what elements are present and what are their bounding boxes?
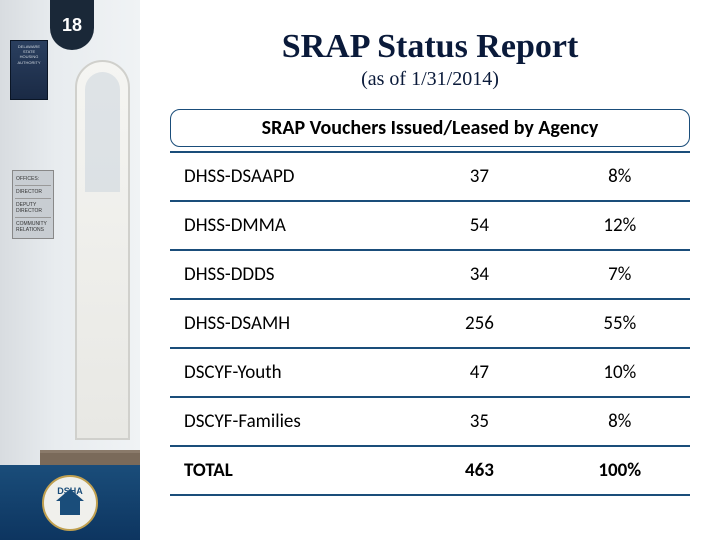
cell-percent: 7% — [550, 250, 690, 299]
decorative-sidebar: 18 DELAWARE STATE HOUSING AUTHORITY OFFI… — [0, 0, 140, 540]
table-row: DHSS-DSAAPD 37 8% — [170, 152, 690, 201]
cell-percent: 12% — [550, 201, 690, 250]
cell-count: 256 — [409, 299, 549, 348]
table-caption: SRAP Vouchers Issued/Leased by Agency — [170, 109, 690, 147]
table-row: DSCYF-Youth 47 10% — [170, 348, 690, 397]
door-graphic — [75, 60, 130, 440]
cell-percent: 10% — [550, 348, 690, 397]
plaque-line: HOUSING AUTHORITY — [14, 54, 44, 64]
table-row: DHSS-DDDS 34 7% — [170, 250, 690, 299]
page-subtitle: (as of 1/31/2014) — [170, 68, 690, 91]
cell-agency-total: TOTAL — [170, 446, 409, 495]
cell-agency: DSCYF-Youth — [170, 348, 409, 397]
table-row: DSCYF-Families 35 8% — [170, 397, 690, 446]
cell-count: 54 — [409, 201, 549, 250]
page-title: SRAP Status Report — [170, 28, 690, 66]
vouchers-table: DHSS-DSAAPD 37 8% DHSS-DMMA 54 12% DHSS-… — [170, 151, 690, 496]
logo-footer: DSHA — [0, 465, 140, 540]
cell-count-total: 463 — [409, 446, 549, 495]
cell-percent-total: 100% — [550, 446, 690, 495]
table-total-row: TOTAL 463 100% — [170, 446, 690, 495]
office-entry: COMMUNITY RELATIONS — [15, 218, 51, 236]
cell-agency: DHSS-DSAMH — [170, 299, 409, 348]
cell-percent: 55% — [550, 299, 690, 348]
house-icon — [60, 499, 80, 515]
cell-agency: DSCYF-Families — [170, 397, 409, 446]
cell-count: 37 — [409, 152, 549, 201]
table-row: DHSS-DMMA 54 12% — [170, 201, 690, 250]
office-entry: DEPUTY DIRECTOR — [15, 199, 51, 218]
house-number-sign: 18 — [50, 0, 94, 50]
authority-plaque: DELAWARE STATE HOUSING AUTHORITY — [10, 40, 48, 100]
cell-agency: DHSS-DMMA — [170, 201, 409, 250]
office-entry: DIRECTOR — [15, 186, 51, 199]
cell-count: 34 — [409, 250, 549, 299]
table-row: DHSS-DSAMH 256 55% — [170, 299, 690, 348]
cell-count: 47 — [409, 348, 549, 397]
main-content: SRAP Status Report (as of 1/31/2014) SRA… — [140, 0, 720, 540]
cell-percent: 8% — [550, 152, 690, 201]
table-body: DHSS-DSAAPD 37 8% DHSS-DMMA 54 12% DHSS-… — [170, 152, 690, 495]
cell-agency: DHSS-DSAAPD — [170, 152, 409, 201]
cell-count: 35 — [409, 397, 549, 446]
offices-label: OFFICES: — [15, 173, 51, 186]
dsha-logo: DSHA — [42, 475, 98, 531]
cell-agency: DHSS-DDDS — [170, 250, 409, 299]
plaque-line: DELAWARE STATE — [14, 44, 44, 54]
offices-directory: OFFICES: DIRECTOR DEPUTY DIRECTOR COMMUN… — [12, 170, 54, 239]
cell-percent: 8% — [550, 397, 690, 446]
